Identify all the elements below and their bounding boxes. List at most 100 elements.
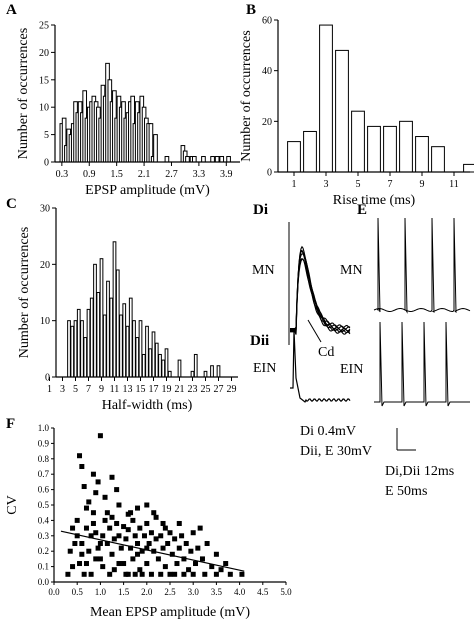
x-tick-label: 9 [420,179,425,190]
y-tick-label: 0 [44,158,49,169]
scatter-point [97,433,103,439]
scatter-point [104,541,110,546]
y-tick-label: 0.6 [38,485,50,495]
panel-label-B: B [246,2,256,18]
histogram-bar [96,292,101,378]
x-tick-label: 15 [136,384,146,395]
histogram-bar [106,280,110,378]
scatter-point [83,525,89,531]
scatter-point [155,556,161,562]
x-tick-label: 13 [123,384,133,395]
y-tick-label: 0.1 [38,562,49,572]
scatter-point [95,479,101,485]
histogram-bar [287,141,301,173]
scatter-point [151,510,157,516]
y-tick-label: 20 [40,260,50,271]
histogram-bar [125,325,130,378]
scatter-point [160,520,166,526]
scatter-point [116,533,122,539]
ein-spike-train [374,321,470,407]
scatter-point [176,545,182,551]
histogram-bar [109,297,114,378]
x-tick-label: 7 [388,179,393,190]
scatter-point [102,517,108,523]
scatter-point [181,571,187,577]
scatter-point [97,556,103,562]
scatter-point [144,545,150,551]
scatter-point [190,571,196,577]
scatter-point [202,571,208,577]
scatter-point [197,525,203,531]
histogram-bar [214,156,220,163]
histogram-bar [367,125,381,173]
histogram-bar [112,241,117,378]
scatter-point [102,494,108,500]
histogram-bar [335,49,349,173]
scatter-point [144,502,150,508]
scatter-point [218,567,224,573]
histogram-bar [193,353,198,378]
scatter-point [167,530,173,536]
scatter-point [77,453,83,459]
scatter-point [190,530,196,536]
x-tick-label: 29 [227,384,237,395]
y-axis-title: CV [5,495,20,514]
scatter-point [79,551,85,557]
scatter-point [90,471,96,477]
histogram-bar [128,297,133,378]
mn-spike-train [373,217,471,314]
trace-label-mn-d: MN [252,263,275,278]
epsp-trace [290,253,351,330]
epsp-overlay-traces [290,245,351,335]
y-tick-label: 10 [40,316,50,327]
histogram-bar [122,303,127,378]
x-tick-label: 9 [99,384,104,395]
histogram-bar [93,263,97,378]
scatter-point [213,571,219,577]
scatter-point [135,505,141,511]
scatter-point [128,545,134,551]
histogram-bar [73,320,78,378]
histogram-bar [463,163,474,173]
scatter-point [169,551,175,557]
scatter-point [109,551,115,557]
histogram-bar [383,125,397,173]
histogram-bar [67,320,71,378]
scatter-point [227,571,233,577]
scatter-point [111,567,117,573]
scatter-cv-vs-epsp-amplitude: 0.0 0.1 0.2 0.3 0.4 0.5 0.6 0.7 0.8 0.9 1.0 0.0 0.5 1… [5,423,292,620]
scatter-point [144,520,150,526]
scatter-point [130,517,136,523]
histogram-bar [119,314,123,378]
scatter-point [137,525,143,531]
scatter-point [72,541,78,546]
x-tick-label: 3.3 [193,169,206,180]
y-tick-label: 30 [40,204,50,215]
x-tick-label: 5 [73,384,78,395]
histogram-bar [132,320,136,378]
trace-label-mn-e: MN [340,263,363,278]
scatter-point [199,556,205,562]
trace-label-ein-d: EIN [253,361,276,376]
x-axis-title: Mean EPSP amplitude (mV) [90,605,250,620]
scatter-point [83,561,89,567]
y-axis-title: Number of occurrences [239,30,254,161]
y-tick-label: 15 [39,75,49,86]
panel-label-C: C [6,196,17,212]
histogram-bar [141,353,146,378]
x-tick-label: 23 [188,384,198,395]
x-tick-label: 0.0 [48,587,60,597]
panel-label-Dii: Dii [250,333,269,349]
scatter-point [86,548,92,554]
scatter-point [160,545,166,551]
scatter-point [116,502,122,508]
x-tick-label: 5.0 [280,587,292,597]
x-tick-label: 19 [162,384,172,395]
x-tick-label: 11 [110,384,120,395]
scatter-point [204,541,210,546]
x-tick-label: 3.0 [188,587,200,597]
scatter-point [165,541,171,546]
ein-spike-train-path [374,321,470,407]
scatter-point [148,571,154,577]
